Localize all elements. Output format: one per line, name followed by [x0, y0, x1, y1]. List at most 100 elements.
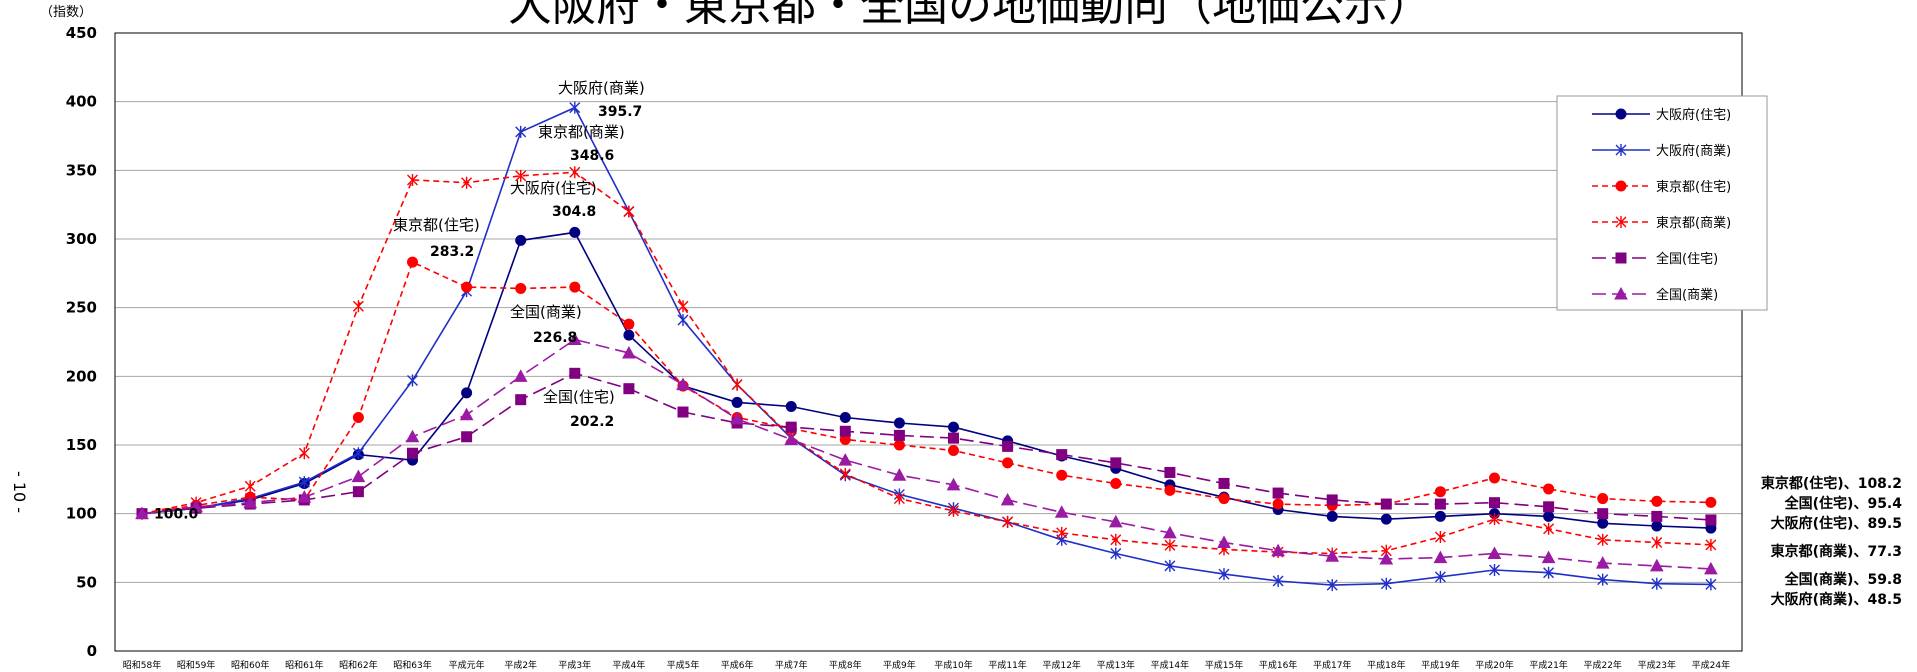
data-point [1434, 570, 1446, 583]
data-point [1110, 547, 1122, 560]
data-point [1272, 574, 1284, 587]
data-point [1543, 501, 1555, 513]
y-tick-label: 200 [66, 367, 97, 385]
data-point [298, 476, 310, 489]
x-tick-label: 昭和59年 [177, 659, 215, 671]
data-point [1489, 563, 1500, 576]
peak-annotation-value: 348.6 [570, 148, 614, 164]
data-point [569, 281, 581, 293]
x-tick-label: 平成18年 [1367, 659, 1405, 671]
legend-entry: 全国(商業) [1656, 287, 1718, 303]
data-point [1002, 440, 1014, 452]
y-tick-labels: 0 50 100 150 200 250 300 350 400 450 [66, 24, 97, 660]
data-point [1597, 517, 1609, 529]
chart-title: 大阪府・東京都・全国の地価動向（地価公示） [508, 0, 1432, 31]
data-point [893, 492, 905, 505]
data-point [1108, 514, 1123, 528]
data-point [1704, 561, 1718, 575]
data-point [1651, 510, 1663, 522]
data-point [1543, 483, 1555, 495]
data-point [1705, 496, 1717, 508]
data-point [1597, 533, 1609, 546]
data-point [1434, 486, 1446, 498]
peak-annotation-value: 395.7 [598, 104, 642, 120]
data-point [1597, 508, 1609, 520]
data-point [1272, 498, 1284, 510]
data-point [1543, 522, 1555, 535]
data-point [623, 329, 635, 341]
data-point [407, 374, 418, 387]
page-number: - 10 - [10, 471, 29, 513]
legend-marker [1615, 108, 1627, 120]
x-tick-label: 平成21年 [1529, 659, 1567, 671]
data-point [461, 281, 473, 293]
legend-entry: 東京都(商業) [1656, 215, 1731, 231]
series-line [141, 261, 1711, 515]
x-tick-label: 平成5年 [667, 659, 700, 671]
data-point [948, 504, 959, 517]
data-point [1651, 520, 1663, 532]
data-point [784, 432, 799, 446]
data-point [569, 101, 581, 114]
series-大阪府(住宅) [136, 226, 1717, 534]
data-point [515, 125, 527, 138]
data-point [351, 469, 366, 483]
y-tick-label: 50 [76, 573, 97, 591]
data-point [1597, 573, 1609, 586]
data-point [405, 429, 420, 443]
legend-marker [1614, 286, 1628, 300]
data-point [1543, 510, 1555, 522]
data-point [407, 173, 418, 186]
y-tick-label: 350 [66, 161, 97, 179]
data-point [1272, 487, 1284, 499]
plot-area-frame [114, 32, 1743, 652]
data-point [839, 412, 851, 424]
peak-annotation-value: 202.2 [570, 414, 614, 430]
x-tick-label: 平成17年 [1313, 659, 1351, 671]
start-value-label: 100.0 [154, 507, 199, 523]
x-tick-label: 平成9年 [883, 659, 916, 671]
data-point [352, 412, 364, 424]
data-point [839, 467, 851, 480]
x-tick-label: 平成6年 [721, 659, 754, 671]
data-point [1110, 457, 1122, 469]
x-tick-label: 平成20年 [1475, 659, 1513, 671]
data-point [407, 256, 418, 268]
series-line [141, 231, 1711, 529]
data-point [244, 480, 256, 493]
series-全国(住宅) [136, 367, 1717, 526]
data-point [677, 314, 689, 327]
data-point [1379, 551, 1394, 565]
data-point [948, 432, 959, 444]
series-layer [135, 101, 1718, 592]
data-point [1380, 498, 1392, 510]
data-point [515, 234, 527, 246]
x-tick-labels: 昭和58年 昭和59年 昭和60年 昭和61年 昭和62年 昭和63年 平成元年 平成2年 平成… [123, 659, 1730, 671]
end-label: 大阪府(商業)、48.5 [1771, 591, 1902, 608]
x-tick-label: 平成16年 [1259, 659, 1297, 671]
data-point [839, 425, 851, 437]
y-tick-label: 400 [66, 93, 97, 111]
x-tick-label: 昭和58年 [123, 659, 161, 671]
data-point [569, 226, 581, 238]
data-point [1002, 457, 1014, 469]
data-point [1218, 477, 1230, 489]
x-tick-label: 平成4年 [613, 659, 646, 671]
data-point [189, 499, 203, 513]
data-point [407, 447, 418, 459]
end-labels: 東京都(住宅)、108.2 全国(住宅)、95.4 大阪府(住宅)、89.5 東京都(… [1761, 475, 1902, 608]
data-point [677, 406, 689, 418]
peak-annotation-value: 304.8 [552, 204, 596, 220]
legend-marker [1615, 144, 1627, 156]
x-tick-label: 平成2年 [504, 659, 537, 671]
peak-annotation-value: 226.8 [533, 330, 577, 346]
end-label: 東京都(住宅)、108.2 [1761, 475, 1902, 492]
data-point [515, 282, 527, 294]
data-point [730, 411, 744, 425]
legend-entry: 大阪府(商業) [1656, 143, 1731, 159]
y-axis-unit: （指数） [40, 5, 92, 20]
data-point [1271, 543, 1285, 557]
data-point [1218, 493, 1230, 505]
data-point [1217, 535, 1231, 549]
y-tick-label: 450 [66, 24, 97, 42]
